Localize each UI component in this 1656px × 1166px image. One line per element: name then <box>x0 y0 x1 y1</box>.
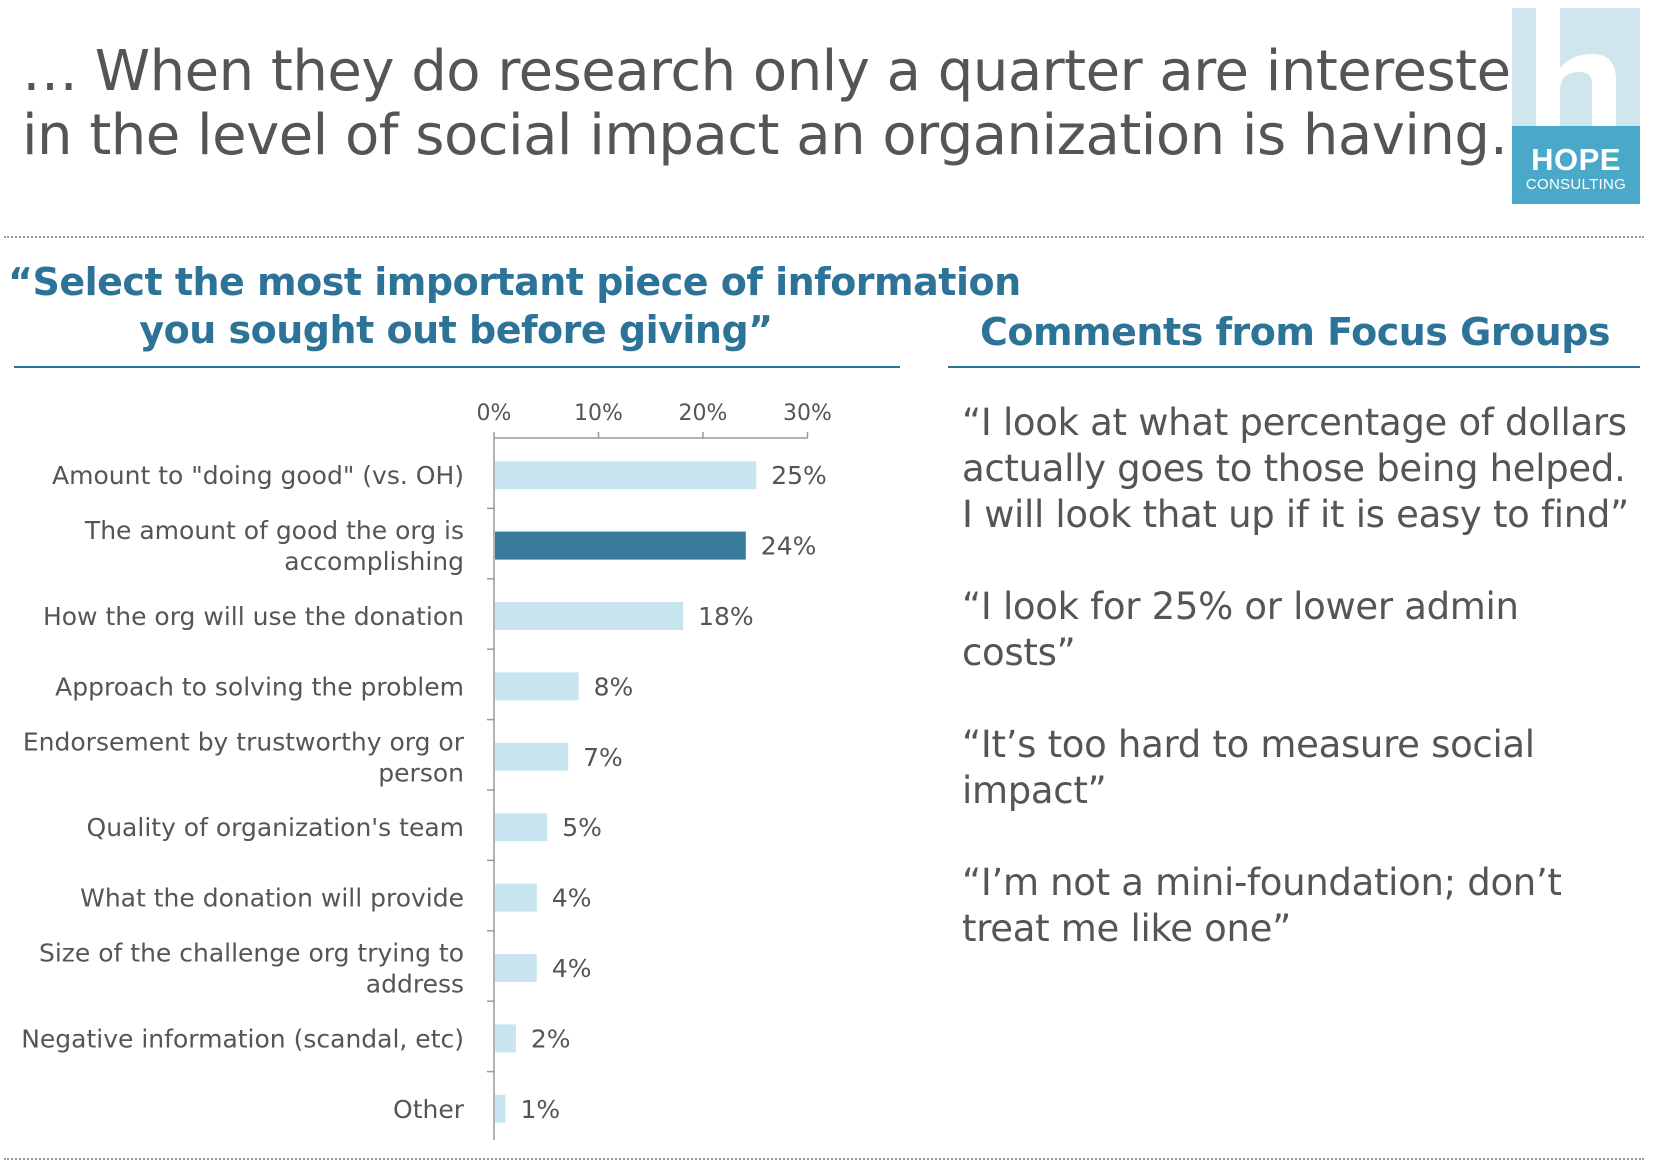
logo-mark-icon <box>1512 8 1640 204</box>
bottom-divider <box>4 1158 1644 1160</box>
category-label: How the org will use the donation <box>43 602 464 631</box>
category-label-line: Negative information (scandal, etc) <box>21 1024 464 1053</box>
x-tick-label: 10% <box>574 401 623 426</box>
bar <box>495 672 579 701</box>
category-label: What the donation will provide <box>80 884 464 913</box>
data-label: 4% <box>552 884 592 913</box>
category-label-line: Approach to solving the problem <box>55 672 464 701</box>
category-label-line: The amount of good the org is <box>84 516 464 545</box>
focus-group-comments: “I look at what percentage of dollars ac… <box>962 400 1642 998</box>
bar-chart: 0% 10% 20% 30% 25% Amount to "doing good" (vs… <box>21 401 832 1140</box>
comment-3: “It’s too hard to measure social impact” <box>962 723 1535 812</box>
category-label-line: Quality of organization's team <box>87 813 464 842</box>
hope-consulting-logo: HOPE CONSULTING <box>1512 8 1640 204</box>
x-tick-label: 0% <box>477 401 512 426</box>
category-label: Amount to "doing good" (vs. OH) <box>52 461 464 490</box>
chart-question-heading: “Select the most important piece of info… <box>8 258 1021 354</box>
category-label: Size of the challenge org trying to addre… <box>39 939 464 999</box>
slide-title: … When they do research only a quarter a… <box>22 39 1546 168</box>
category-label-line: address <box>366 970 464 999</box>
category-label-line: Amount to "doing good" (vs. OH) <box>52 461 464 490</box>
chart-heading-rule <box>14 366 900 368</box>
bar <box>495 1094 506 1123</box>
chart-question-line-2: you sought out before giving” <box>139 308 773 352</box>
title-line-1: … When they do research only a quarter a… <box>22 39 1546 104</box>
category-label-line: Other <box>393 1095 465 1124</box>
category-label: The amount of good the org is accomplishi… <box>84 516 464 576</box>
category-label-line: What the donation will provide <box>80 884 464 913</box>
comment-2: “I look for 25% or lower admin costs” <box>962 585 1519 674</box>
data-label: 2% <box>531 1024 571 1053</box>
category-label-line: person <box>378 758 464 787</box>
category-label: Endorsement by trustworthy org or person <box>23 727 465 787</box>
bar <box>495 602 684 630</box>
x-tick-label: 30% <box>783 401 832 426</box>
category-label-line: accomplishing <box>284 547 464 576</box>
category-label: Approach to solving the problem <box>55 672 464 701</box>
title-line-2: in the level of social impact an organiz… <box>22 103 1545 168</box>
bar <box>495 742 569 771</box>
category-label: Negative information (scandal, etc) <box>21 1024 464 1053</box>
data-label: 25% <box>771 461 827 490</box>
data-label: 8% <box>594 672 634 701</box>
data-label: 24% <box>761 532 817 561</box>
x-tick-label: 20% <box>679 401 728 426</box>
data-label: 7% <box>583 743 623 772</box>
comments-heading: Comments from Focus Groups <box>979 310 1611 354</box>
comment-1: “I look at what percentage of dollars ac… <box>962 401 1629 536</box>
category-label: Other <box>393 1095 465 1124</box>
category-label-line: Endorsement by trustworthy org or <box>23 727 465 756</box>
chart-question-line-1: “Select the most important piece of info… <box>8 260 1021 304</box>
data-label: 1% <box>520 1095 560 1124</box>
bar <box>495 1024 516 1053</box>
bar <box>495 461 757 490</box>
logo-name: HOPE <box>1531 142 1621 177</box>
data-label: 18% <box>698 602 754 631</box>
bar <box>495 813 548 842</box>
bar <box>495 954 537 982</box>
logo-subtitle: CONSULTING <box>1525 176 1627 193</box>
bar <box>495 883 537 912</box>
category-label-line: Size of the challenge org trying to <box>39 939 464 968</box>
bar <box>495 531 746 560</box>
data-label: 4% <box>552 954 592 983</box>
data-label: 5% <box>562 813 602 842</box>
top-divider <box>4 236 1644 238</box>
category-label-line: How the org will use the donation <box>43 602 464 631</box>
comments-heading-rule <box>948 366 1640 368</box>
comment-4: “I’m not a mini-foundation; don’t treat … <box>962 861 1562 950</box>
category-label: Quality of organization's team <box>87 813 464 842</box>
